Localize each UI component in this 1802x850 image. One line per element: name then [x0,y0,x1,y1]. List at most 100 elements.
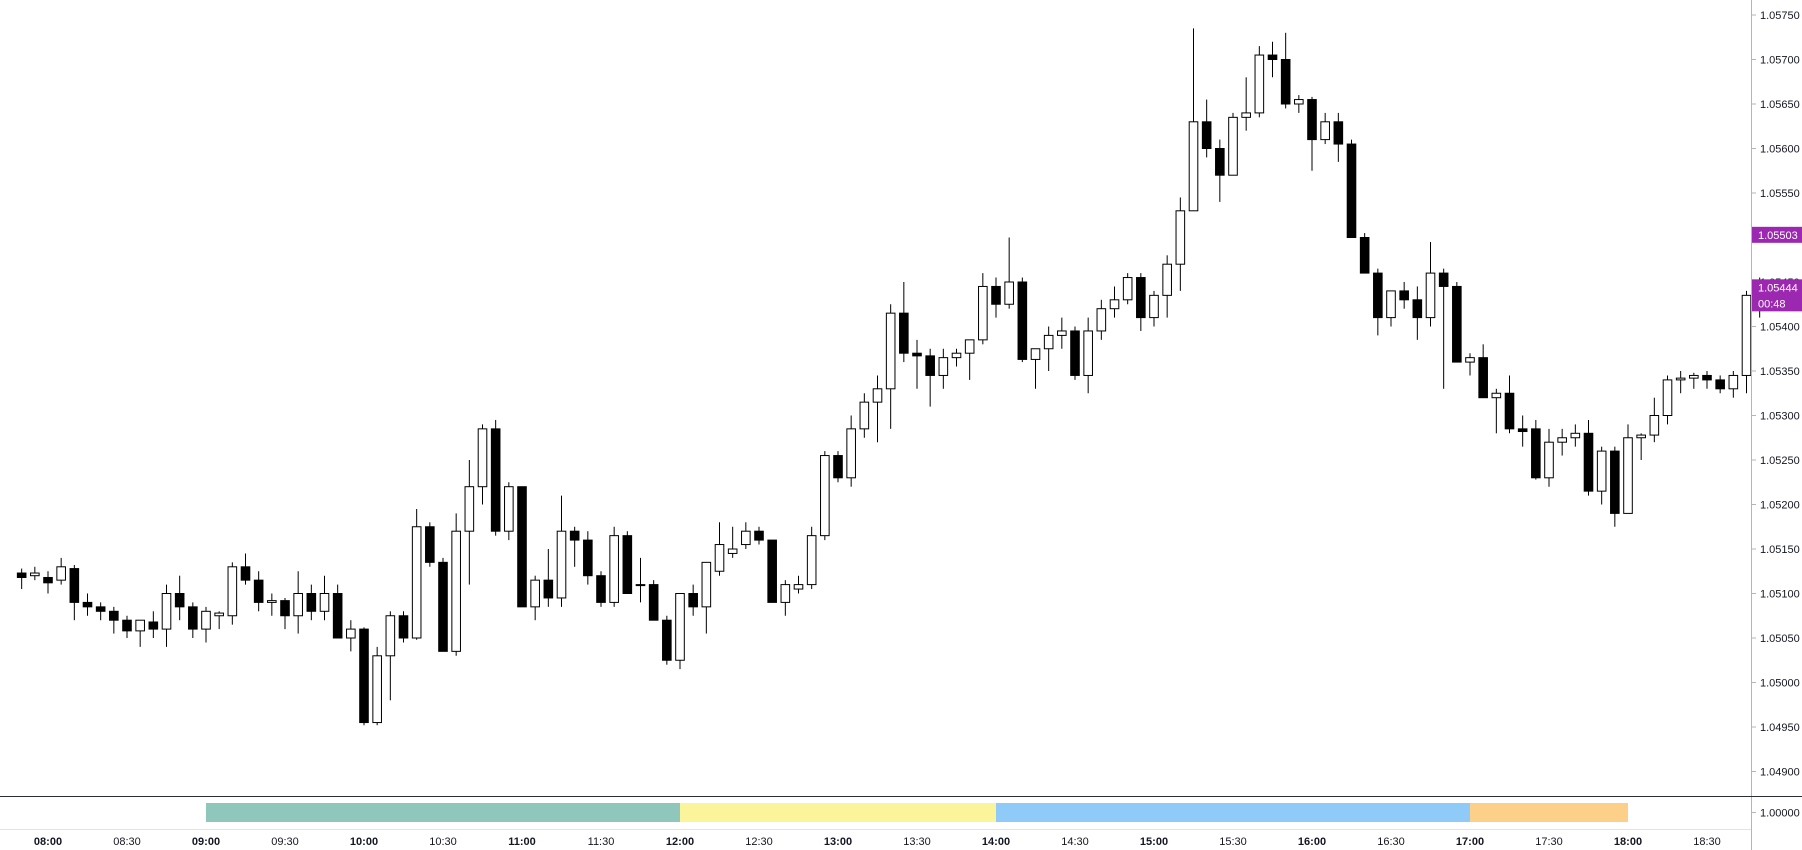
candle-body [1675,377,1686,381]
candle [451,513,461,656]
candle-body [1636,434,1646,439]
candle-body [1294,99,1304,105]
candle-body [925,355,935,376]
candle [556,495,567,607]
candle-body [1188,121,1199,212]
candle-body [1728,374,1739,390]
candle [714,522,725,576]
badge-background [1752,279,1802,312]
candle [109,606,119,634]
time-tick-label: 13:30 [903,836,931,848]
candle-body [425,526,435,563]
candle [1043,326,1054,371]
candle [662,615,672,665]
candle [833,451,843,483]
time-tick-label: 14:30 [1061,836,1089,848]
candle [1504,375,1515,434]
price-tick-label: 1.05350 [1760,366,1800,378]
candle-body [227,566,238,617]
candle [82,593,93,616]
candle [1386,290,1396,327]
price-tick-label: 1.05300 [1760,411,1800,423]
candle-body [148,621,159,630]
candle-body [359,628,369,724]
candle [1399,282,1409,309]
price-tick-label: 1.05550 [1760,188,1800,200]
candle-body [1570,432,1581,439]
time-tick-label: 12:00 [666,836,694,848]
candle-body [1346,143,1357,238]
candle [899,282,909,363]
candle [319,575,330,621]
price-tick-label: 1.05250 [1760,455,1800,467]
time-tick-label: 18:30 [1693,836,1721,848]
candle [1149,290,1159,327]
time-tick-label: 08:30 [113,836,141,848]
candle-body [1715,379,1725,390]
candle [1596,446,1607,505]
candle [227,562,238,625]
candle [95,602,106,621]
candle [543,549,554,607]
candle [1517,415,1528,447]
candle-body [464,486,475,532]
candle [1267,41,1278,78]
candle-body [569,530,580,541]
time-tick-label: 11:30 [588,836,615,848]
candle [1359,233,1370,274]
candle-body [635,584,646,587]
candle-body [951,352,962,359]
candle-body [1162,263,1172,296]
candle [346,620,356,652]
candle-body [754,530,764,541]
candle [991,277,1001,318]
candle [622,531,633,595]
candle [1531,419,1541,480]
time-tick-label: 13:00 [824,836,852,848]
candle-body [793,584,804,590]
candle-body [504,486,514,532]
candle-body [1280,59,1291,105]
candle-body [161,593,172,630]
candle [1741,290,1752,394]
candle [583,531,593,585]
candle [530,575,540,621]
candle [1122,273,1133,305]
candle [240,553,251,585]
candle-body [1610,450,1620,514]
candle [1017,277,1028,363]
candle-body [1320,121,1330,141]
candle [1689,372,1699,389]
candle [174,575,185,621]
candle [411,508,422,640]
price-axis[interactable]: 1.05750 1.05700 1.05650 1.05600 1.05550 1.055… [1751,0,1800,850]
candle [741,522,751,549]
candle-body [675,593,685,661]
price-tick-label: 1.05750 [1760,10,1800,22]
time-tick-label: 11:00 [508,836,536,848]
candle [69,565,80,621]
price-tick-label: 1.05100 [1760,589,1800,601]
candle-body [1122,277,1133,301]
candle-body [530,579,540,608]
candle-body [1149,294,1159,319]
candle-body [372,655,382,724]
candle [1070,326,1080,380]
candle [1294,95,1304,113]
candle [214,611,224,630]
candle [372,646,382,726]
time-axis[interactable]: 08:00 08:30 09:00 09:30 10:00 10:30 11:00 11:30… [34,836,1721,848]
candle-body [1517,428,1528,433]
candle [1346,139,1357,238]
candle-body [398,615,409,639]
candle [1649,397,1660,443]
candle-body [1478,357,1488,399]
candle [1004,237,1014,309]
candle [1478,344,1488,399]
price-tick-label: 1.05150 [1760,544,1800,556]
candle [596,571,606,607]
candle [648,580,659,621]
candle-body [859,401,870,430]
candle [1557,428,1567,456]
